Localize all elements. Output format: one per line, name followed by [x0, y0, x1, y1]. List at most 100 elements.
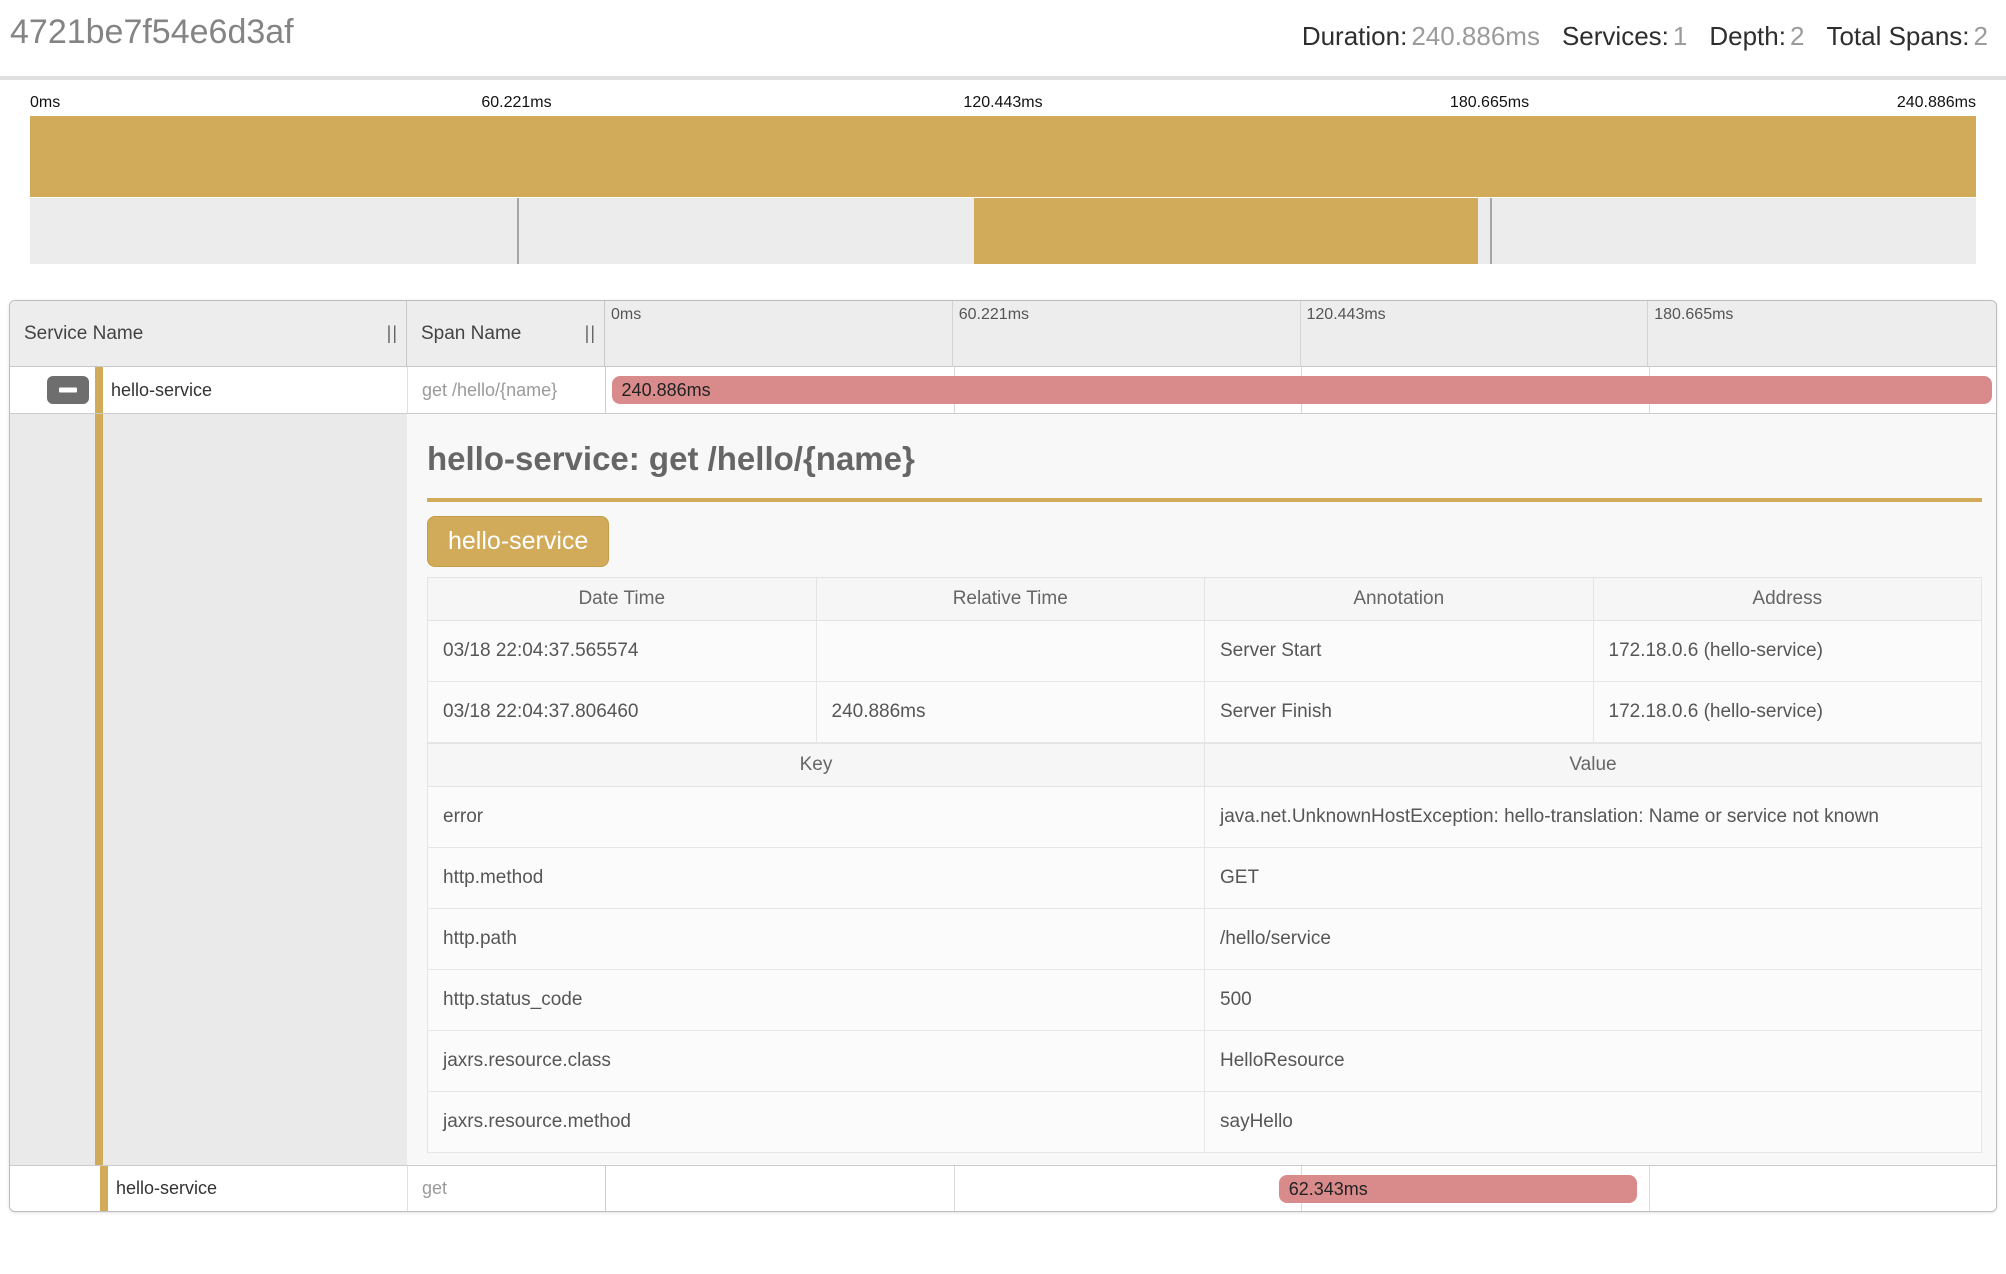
span-detail-title: hello-service: get /hello/{name}	[427, 440, 915, 477]
tag-row: jaxrs.resource.class HelloResource	[427, 1030, 1982, 1092]
span-timeline-cell[interactable]: 62.343ms	[605, 1166, 1996, 1211]
trace-minimap[interactable]: 0ms 60.221ms 120.443ms 180.665ms 240.886…	[30, 94, 1976, 264]
tag-key: jaxrs.resource.class	[427, 1030, 1205, 1092]
column-resize-grip[interactable]: ||	[386, 323, 398, 343]
annotations-table: Date Time Relative Time Annotation Addre…	[427, 577, 1982, 743]
minus-icon	[59, 387, 77, 393]
tag-key: http.method	[427, 847, 1205, 909]
annotations-header: Date Time	[427, 577, 817, 621]
stat-total-spans-label: Total Spans:	[1826, 21, 1970, 51]
service-badge: hello-service	[427, 516, 610, 567]
stat-depth-value: 2	[1789, 21, 1805, 51]
stat-duration-value: 240.886ms	[1411, 21, 1540, 51]
span-duration-bar[interactable]: 62.343ms	[1278, 1174, 1638, 1203]
annotation-address: 172.18.0.6 (hello-service)	[1592, 681, 1982, 743]
span-name-column-label: Span Name	[421, 322, 522, 344]
tag-row: http.status_code 500	[427, 969, 1982, 1031]
trace-id: 4721be7f54e6d3af	[10, 13, 294, 51]
minimap-tick-label: 60.221ms	[481, 94, 552, 111]
minimap-tick-label: 0ms	[30, 94, 61, 111]
annotations-header: Relative Time	[815, 577, 1205, 621]
span-table-header: Service Name || Span Name || 0ms 60.221m…	[10, 301, 1996, 367]
service-name-column-label: Service Name	[24, 322, 144, 344]
stat-total-spans-value: 2	[1973, 21, 1988, 51]
annotations-header: Annotation	[1204, 577, 1594, 621]
annotation-row: 03/18 22:04:37.565574 Server Start 172.1…	[427, 620, 1982, 682]
tag-key: jaxrs.resource.method	[427, 1091, 1205, 1153]
stat-depth: Depth: 2	[1709, 21, 1804, 52]
span-detail-left-gutter	[10, 414, 407, 1165]
minimap-gridline	[1489, 198, 1492, 264]
span-duration-bar[interactable]: 240.886ms	[611, 376, 1992, 404]
tag-value: GET	[1204, 847, 1982, 909]
trace-stats: Duration: 240.886ms Services: 1 Depth: 2 To…	[1302, 21, 1996, 52]
tag-row: error java.net.UnknownHostException: hel…	[427, 786, 1982, 848]
tag-row: jaxrs.resource.method sayHello	[427, 1091, 1982, 1153]
annotation-row: 03/18 22:04:37.806460 240.886ms Server F…	[427, 681, 1982, 743]
service-name: hello-service	[111, 379, 213, 400]
tag-row: http.method GET	[427, 847, 1982, 909]
minimap-root-span-bar[interactable]	[30, 116, 1976, 197]
minimap-row-child	[30, 198, 1976, 264]
minimap-tick-label: 120.443ms	[963, 94, 1043, 111]
span-row-child[interactable]: hello-service get 62.343ms	[10, 1165, 1996, 1211]
span-row-root[interactable]: hello-service get /hello/{name} 240.886m…	[10, 367, 1996, 414]
tags-header-row: Key Value	[427, 743, 1982, 787]
stat-services-label: Services:	[1561, 21, 1669, 51]
span-timeline-cell[interactable]: 240.886ms	[605, 367, 1996, 413]
tag-key: error	[427, 786, 1205, 848]
span-row-service-cell[interactable]: hello-service	[10, 367, 407, 413]
annotation-relative-time	[815, 620, 1205, 682]
span-detail-row: hello-service: get /hello/{name} hello-s…	[10, 414, 1996, 1165]
service-name-column-header: Service Name ||	[10, 301, 407, 366]
service-color-indicator	[95, 414, 103, 1165]
span-name-column-header: Span Name ||	[407, 301, 605, 366]
service-color-indicator	[95, 367, 103, 413]
annotation-relative-time: 240.886ms	[815, 681, 1205, 743]
annotation-datetime: 03/18 22:04:37.806460	[427, 681, 817, 743]
tags-header-value: Value	[1204, 743, 1982, 787]
column-resize-grip[interactable]: ||	[584, 323, 596, 343]
span-name: get	[407, 1166, 605, 1211]
tag-value: HelloResource	[1204, 1030, 1982, 1092]
trace-header: 4721be7f54e6d3af Duration: 240.886ms Serv…	[0, 0, 2006, 62]
stat-duration-label: Duration:	[1301, 21, 1408, 51]
timeline-tick-label: 120.443ms	[1301, 301, 1649, 367]
tag-value: 500	[1204, 969, 1982, 1031]
stat-total-spans: Total Spans: 2	[1826, 21, 1988, 52]
span-name: get /hello/{name}	[407, 367, 605, 413]
stat-depth-label: Depth:	[1709, 21, 1786, 51]
collapse-button[interactable]	[47, 376, 89, 404]
span-detail-panel: hello-service: get /hello/{name} hello-s…	[407, 414, 1996, 1165]
minimap-bars[interactable]	[30, 116, 1976, 264]
service-name: hello-service	[116, 1178, 218, 1198]
minimap-gridline	[516, 198, 519, 264]
span-row-service-cell[interactable]: hello-service	[10, 1166, 407, 1211]
stat-services: Services: 1	[1562, 21, 1687, 52]
timeline-tick-label: 0ms	[605, 301, 953, 367]
annotations-header-row: Date Time Relative Time Annotation Addre…	[427, 577, 1982, 621]
annotation-name: Server Finish	[1204, 681, 1594, 743]
timeline-gridline	[953, 1166, 955, 1211]
header-divider	[0, 76, 2006, 80]
tag-key: http.path	[427, 908, 1205, 970]
tag-value: /hello/service	[1204, 908, 1982, 970]
detail-divider	[427, 498, 1982, 502]
minimap-row-root	[30, 116, 1976, 197]
timeline-tick-label: 180.665ms	[1654, 306, 1734, 323]
timeline-tick-label: 60.221ms	[953, 301, 1301, 367]
annotation-address: 172.18.0.6 (hello-service)	[1592, 620, 1982, 682]
minimap-child-span-bar[interactable]	[973, 198, 1478, 264]
annotation-name: Server Start	[1204, 620, 1594, 682]
tag-row: http.path /hello/service	[427, 908, 1982, 970]
timeline-gridline	[1648, 1166, 1650, 1211]
timeline-column-header: 0ms 60.221ms 120.443ms 180.665ms	[605, 301, 1996, 367]
tag-value: sayHello	[1204, 1091, 1982, 1153]
annotation-datetime: 03/18 22:04:37.565574	[427, 620, 817, 682]
service-color-indicator	[100, 1166, 108, 1211]
minimap-ruler: 0ms 60.221ms 120.443ms 180.665ms 240.886…	[30, 94, 1976, 116]
span-table: Service Name || Span Name || 0ms 60.221m…	[9, 300, 1997, 1212]
tag-value: java.net.UnknownHostException: hello-tra…	[1204, 786, 1982, 848]
minimap-tick-label: 180.665ms	[1449, 94, 1530, 111]
stat-services-value: 1	[1672, 21, 1688, 51]
